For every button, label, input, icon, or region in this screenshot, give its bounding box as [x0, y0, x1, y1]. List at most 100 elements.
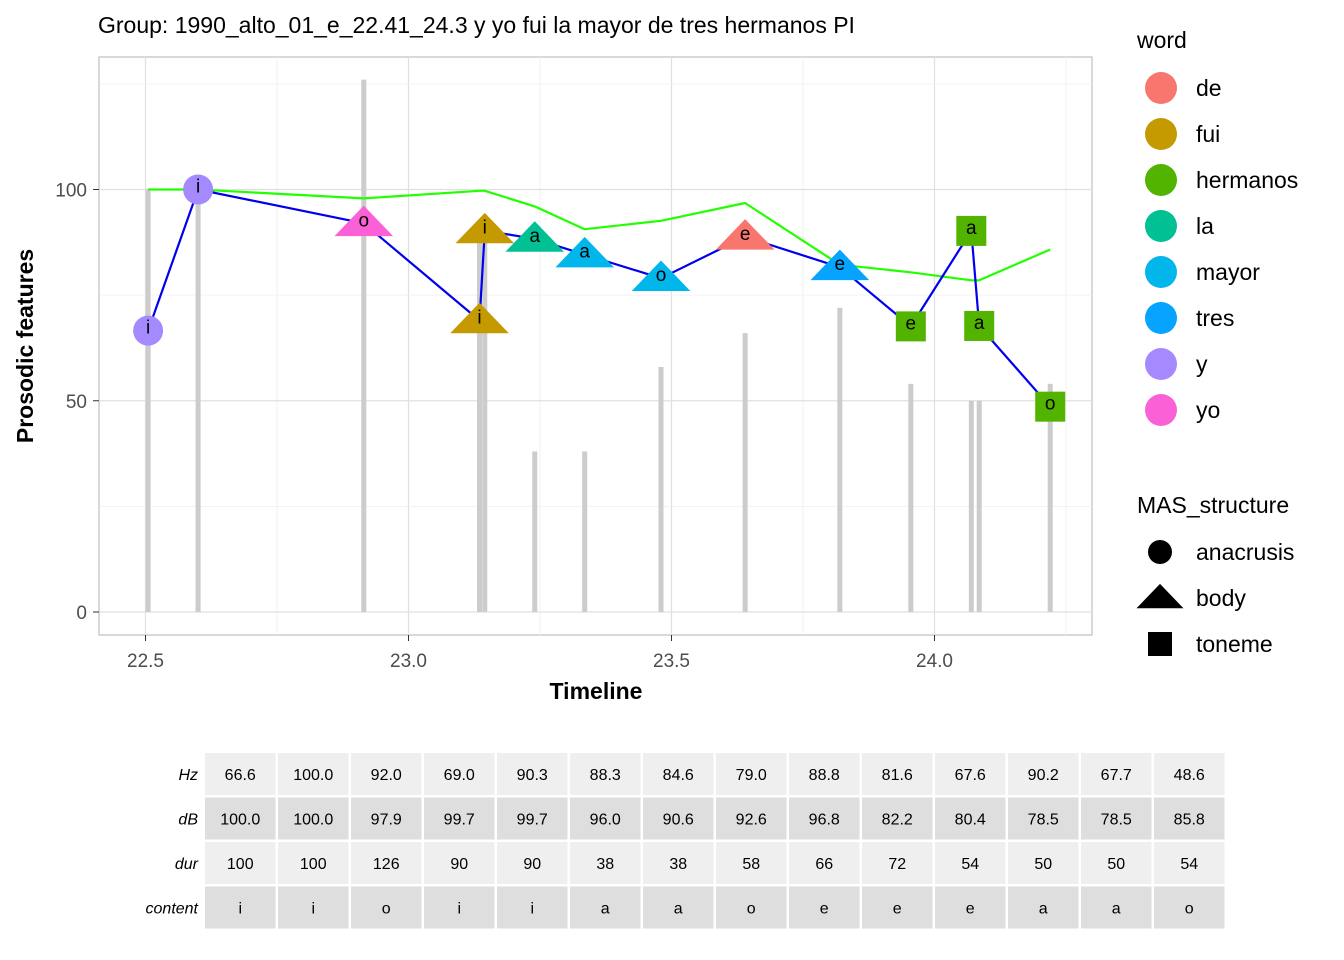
point-label: e [906, 313, 917, 334]
table-cell-value: i [530, 901, 534, 918]
table-cell [497, 886, 568, 929]
table-cell-value: o [747, 901, 756, 918]
legend-key [1145, 164, 1177, 196]
table-cell [351, 886, 422, 929]
table-cell-value: 96.8 [809, 812, 840, 829]
table-cell-value: a [674, 901, 683, 918]
y-tick-label: 50 [66, 392, 87, 413]
point-label: e [835, 254, 846, 275]
table-cell-value: 100.0 [293, 767, 333, 784]
duration-bar [908, 383, 914, 612]
table-cell [570, 753, 641, 795]
axis-ticks: 22.5 23.0 23.5 24.0 0 50 100 [55, 181, 953, 673]
legend-key [1145, 256, 1177, 288]
table-cell-value: 66.6 [225, 767, 256, 784]
legend-key [1145, 210, 1177, 242]
table-cell [643, 797, 714, 840]
table-cell [789, 797, 860, 840]
legend-key [1145, 302, 1177, 334]
table-cell-value: 100 [227, 856, 254, 873]
table-cell-value: i [238, 901, 242, 918]
legend-label: hermanos [1196, 167, 1298, 193]
point-marker [455, 212, 515, 244]
duration-bar [477, 231, 483, 612]
table-cell [935, 797, 1006, 840]
table-cell-value: 97.9 [371, 812, 402, 829]
table-cell-value: 38 [596, 856, 614, 873]
table-cell [789, 886, 860, 929]
table-cell [205, 886, 276, 929]
db-line [148, 188, 1051, 282]
table-cell [1154, 753, 1225, 795]
table-cell-value: o [1185, 901, 1194, 918]
point-marker [956, 215, 987, 246]
table-cell [1081, 753, 1152, 795]
point-label: e [740, 224, 751, 245]
point-label: a [529, 226, 540, 247]
table-cell-value: a [1112, 901, 1121, 918]
table-cell-value: 72 [888, 856, 906, 873]
duration-bars [145, 79, 1053, 612]
point-label: i [196, 177, 200, 198]
table-cell [643, 886, 714, 929]
table-cell [1008, 842, 1079, 884]
table-cell [1081, 797, 1152, 840]
point-marker [715, 219, 775, 250]
table-cell-value: 88.3 [590, 767, 621, 784]
table-cell [862, 753, 933, 795]
hz-line [147, 188, 1052, 408]
table-row-label: dB [178, 812, 198, 829]
legend-label: fui [1196, 121, 1220, 147]
duration-bar [742, 333, 748, 612]
table-cell-value: 84.6 [663, 767, 694, 784]
table-cell [1154, 842, 1225, 884]
series-lines [147, 188, 1052, 408]
legend-shape-key [1136, 583, 1184, 609]
table-cell-value: 54 [961, 856, 979, 873]
duration-bar [145, 189, 151, 612]
table-cell [278, 753, 349, 795]
table-cell [1081, 842, 1152, 884]
point-label: o [1045, 394, 1056, 415]
x-tick-label: 24.0 [916, 651, 953, 672]
table-cell [643, 753, 714, 795]
legend-label: mayor [1196, 259, 1260, 285]
legend-label: anacrusis [1196, 539, 1294, 565]
point-label: i [483, 217, 487, 238]
table-cell-value: 67.6 [955, 767, 986, 784]
x-tick-label: 23.5 [653, 651, 690, 672]
point-marker [183, 174, 214, 205]
table-cell [862, 842, 933, 884]
table-cell-value: 50 [1107, 856, 1125, 873]
table-cell-value: 90.6 [663, 812, 694, 829]
duration-bar [582, 451, 588, 612]
table-cell [716, 886, 787, 929]
table-cell [1154, 797, 1225, 840]
table-cell-value: 90.2 [1028, 767, 1059, 784]
table-cell [205, 797, 276, 840]
table-cell-value: 99.7 [517, 812, 548, 829]
table-cell [205, 842, 276, 884]
y-axis-title: Prosodic features [12, 249, 38, 443]
panel-border [98, 56, 1093, 636]
table-cell-value: a [601, 901, 610, 918]
point-marker [964, 310, 995, 341]
table-cell-value: i [311, 901, 315, 918]
duration-bar [482, 231, 488, 612]
table-cell-value: 58 [742, 856, 760, 873]
x-tick-label: 23.0 [390, 651, 427, 672]
table-cell-value: 54 [1180, 856, 1198, 873]
point-label: a [974, 313, 985, 334]
x-tick-label: 22.5 [127, 651, 164, 672]
table-cell-value: 90 [523, 856, 541, 873]
legend-key [1145, 394, 1177, 426]
table-cell-value: 90 [450, 856, 468, 873]
point-marker [555, 236, 615, 268]
legend-label: body [1196, 585, 1246, 611]
point-marker [1035, 391, 1066, 422]
table-cell [643, 842, 714, 884]
table-cell [716, 842, 787, 884]
duration-bar [532, 451, 538, 612]
point-marker [631, 260, 691, 292]
legend-shape-key [1148, 632, 1172, 656]
